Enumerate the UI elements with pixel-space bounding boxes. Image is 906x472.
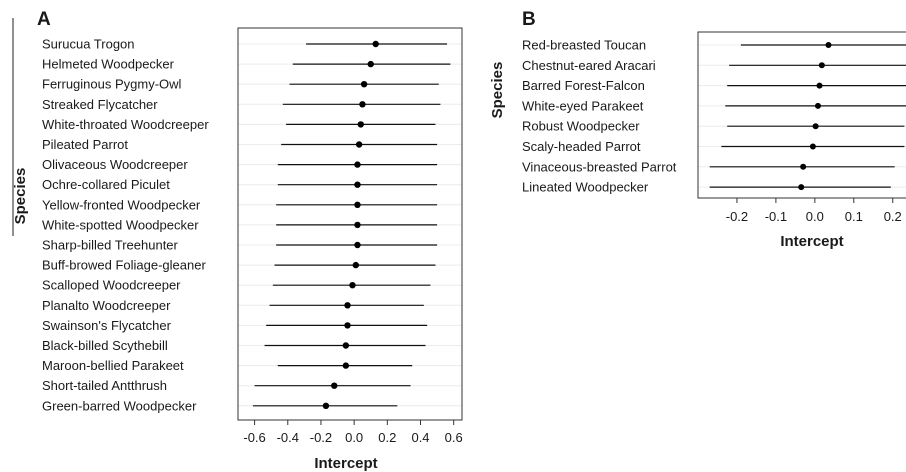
x-tick-label: -0.2 xyxy=(310,430,332,445)
panel-a-x-axis: -0.6 -0.4 -0.2 0.0 0.2 0.4 0.6 xyxy=(243,420,463,445)
panel-a-ylabel: Species xyxy=(12,168,29,225)
estimate-point xyxy=(354,181,361,188)
estimate-point xyxy=(818,62,825,69)
species-label: Green-barred Woodpecker xyxy=(42,398,197,413)
x-tick-label: 0.6 xyxy=(445,430,463,445)
panel-a-letter: A xyxy=(37,9,51,30)
species-label: Lineated Woodpecker xyxy=(522,180,649,195)
panel-a-plot-frame xyxy=(237,27,463,421)
species-label: Sharp-billed Treehunter xyxy=(42,238,179,253)
x-tick-label: 0.1 xyxy=(845,209,863,224)
panel-a-marks xyxy=(252,40,451,409)
panel-b-xlabel: Intercept xyxy=(780,233,843,250)
species-label: Robust Woodpecker xyxy=(522,119,640,134)
species-label: Ferruginous Pygmy-Owl xyxy=(42,77,182,92)
estimate-point xyxy=(825,42,832,48)
estimate-point xyxy=(322,402,330,409)
panel-b-ylabel: Species xyxy=(489,62,506,119)
species-label: Pileated Parrot xyxy=(42,137,128,152)
species-label: Surucua Trogon xyxy=(42,37,135,52)
species-label: White-spotted Woodpecker xyxy=(42,217,199,232)
species-label: Swainson's Flycatcher xyxy=(42,318,172,333)
x-tick-label: 0.2 xyxy=(378,430,396,445)
estimate-point xyxy=(354,221,361,229)
species-label: Scaly-headed Parrot xyxy=(522,139,641,154)
estimate-point xyxy=(344,302,351,309)
species-label: Scalloped Woodcreeper xyxy=(42,278,181,293)
species-label: Vinaceous-breasted Parrot xyxy=(522,159,677,174)
estimate-point xyxy=(357,121,364,128)
panel-b-species-labels: Red-breasted Toucan Chestnut-eared Aracar… xyxy=(522,38,677,195)
panel-b-letter: B xyxy=(522,9,536,30)
species-label: Olivaceous Woodcreeper xyxy=(42,157,188,172)
x-tick-label: -0.4 xyxy=(277,430,299,445)
species-label: White-eyed Parakeet xyxy=(522,98,644,113)
species-label: Ochre-collared Piculet xyxy=(42,177,170,192)
estimate-point xyxy=(372,40,379,48)
species-label: Planalto Woodcreeper xyxy=(42,298,171,313)
estimate-point xyxy=(342,362,350,369)
x-tick-label: -0.1 xyxy=(765,209,787,224)
estimate-point xyxy=(352,261,360,269)
estimate-point xyxy=(812,123,819,130)
species-label: Black-billed Scythebill xyxy=(42,338,168,353)
estimate-point xyxy=(354,201,361,208)
x-tick-label: 0.0 xyxy=(345,430,363,445)
species-label: Helmeted Woodpecker xyxy=(42,57,175,72)
x-tick-label: 0.4 xyxy=(411,430,429,445)
estimate-point xyxy=(342,342,350,349)
panel-b-x-axis: -0.2 -0.1 0.0 0.1 0.2 xyxy=(726,198,902,224)
species-label: Chestnut-eared Aracari xyxy=(522,58,656,73)
estimate-point xyxy=(816,82,823,89)
estimate-point xyxy=(800,163,807,170)
estimate-point xyxy=(367,60,374,68)
panel-b-marks xyxy=(709,42,906,191)
estimate-point xyxy=(360,81,368,88)
species-label: Streaked Flycatcher xyxy=(42,97,158,112)
estimate-point xyxy=(359,101,366,108)
panel-b-plot-frame xyxy=(697,31,906,199)
estimate-point xyxy=(814,102,821,109)
estimate-point xyxy=(354,161,361,168)
estimate-point xyxy=(349,282,356,289)
estimate-point xyxy=(354,241,361,249)
panel-b: B Species Red-breasted Toucan Chestnut-ea… xyxy=(489,9,906,250)
species-label: Short-tailed Antthrush xyxy=(42,378,167,393)
species-label: Barred Forest-Falcon xyxy=(522,78,645,93)
species-label: Yellow-fronted Woodpecker xyxy=(42,197,201,212)
x-tick-label: -0.2 xyxy=(726,209,748,224)
panel-a-xlabel: Intercept xyxy=(314,455,377,472)
species-label: Maroon-bellied Parakeet xyxy=(42,358,184,373)
estimate-point xyxy=(798,184,805,191)
panel-a-species-labels: Surucua Trogon Helmeted Woodpecker Ferrugi… xyxy=(42,37,209,414)
x-tick-label: -0.6 xyxy=(243,430,265,445)
estimate-point xyxy=(355,141,363,148)
estimate-point xyxy=(331,382,338,389)
species-label: White-throated Woodcreeper xyxy=(42,117,209,132)
estimate-point xyxy=(344,322,351,329)
x-tick-label: 0.0 xyxy=(806,209,824,224)
species-label: Buff-browed Foliage-gleaner xyxy=(42,258,206,273)
species-label: Red-breasted Toucan xyxy=(522,38,646,53)
estimate-point xyxy=(809,143,816,150)
x-tick-label: 0.2 xyxy=(884,209,902,224)
panel-a: A Species Surucua Trogon Helmeted Woodpec… xyxy=(12,9,463,472)
